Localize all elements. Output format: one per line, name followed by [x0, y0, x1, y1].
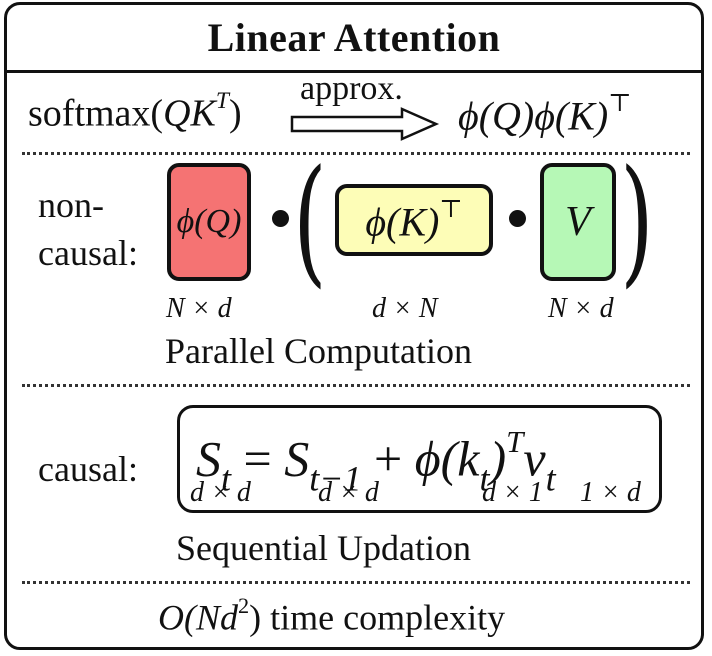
phi-k-matrix: ϕ(K)⊤	[335, 184, 493, 256]
multiply-dot-2	[509, 210, 526, 227]
diagram-title: Linear Attention	[207, 15, 501, 60]
dim-s: d × d	[190, 477, 251, 508]
phi-approx-expression: ϕ(Q)ϕ(K)⊤	[458, 90, 632, 139]
diagram-frame: Linear Attention	[4, 2, 704, 650]
title-bar: Linear Attention	[7, 5, 701, 73]
dim-s-prev: d × d	[318, 477, 379, 508]
state-update-equation: St = St−1 + ϕ(kt)Tvt	[196, 424, 556, 499]
dim-phi-k: d × 1	[482, 477, 543, 508]
v-matrix: V	[540, 163, 616, 281]
multiply-dot-1	[272, 210, 289, 227]
dim-v-t: 1 × d	[580, 477, 641, 508]
divider-2	[22, 384, 690, 387]
parallel-caption: Parallel Computation	[165, 331, 472, 371]
dim-v: N × d	[548, 293, 614, 324]
dim-phi-k: d × N	[372, 293, 438, 324]
noncausal-label-line2: causal:	[38, 233, 138, 273]
dim-phi-q: N × d	[166, 293, 232, 324]
right-paren: )	[620, 140, 654, 301]
causal-label: causal:	[38, 449, 138, 489]
divider-1	[22, 152, 690, 155]
noncausal-label-line1: non-	[38, 185, 104, 225]
state-update-box	[177, 405, 662, 513]
divider-3	[22, 581, 690, 584]
sequential-caption: Sequential Updation	[176, 528, 471, 568]
left-paren: (	[293, 140, 327, 301]
complexity-text: O(Nd2) time complexity	[158, 593, 506, 638]
phi-q-matrix: ϕ(Q)	[167, 163, 251, 281]
softmax-expression: softmax(QKT)	[28, 88, 242, 135]
approx-label: approx.	[300, 70, 403, 107]
approx-arrow-icon	[290, 107, 440, 141]
